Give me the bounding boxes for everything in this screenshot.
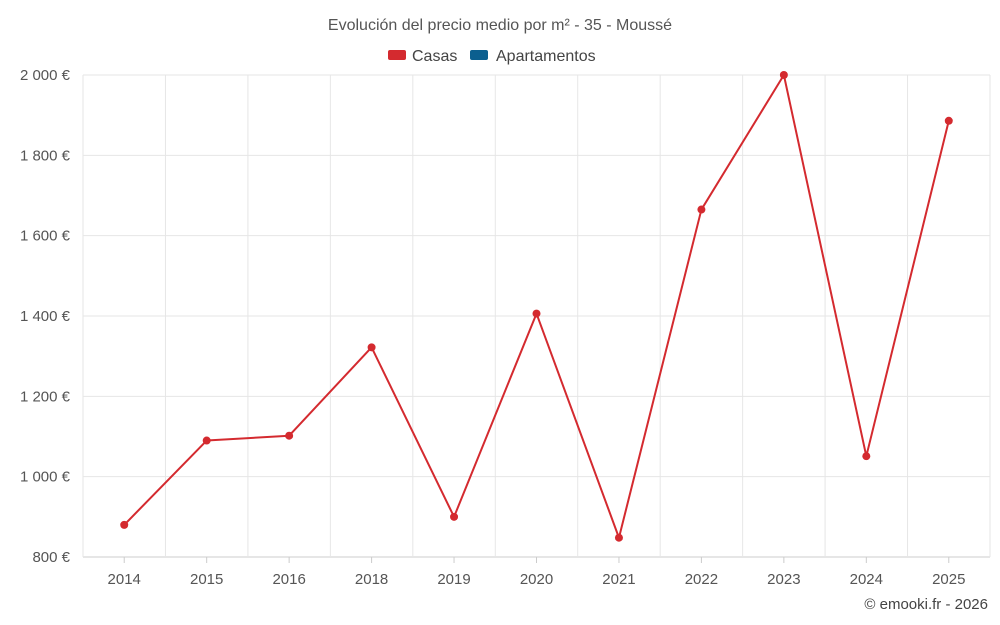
x-tick-label: 2020 — [520, 571, 553, 588]
y-tick-label: 1 600 € — [20, 228, 71, 245]
legend: Casas Apartamentos — [388, 48, 596, 65]
x-tick-label: 2016 — [272, 571, 305, 588]
data-point[interactable] — [367, 343, 376, 352]
data-point[interactable] — [614, 533, 623, 542]
credit-text: © emooki.fr - 2026 — [864, 596, 988, 613]
x-tick-label: 2025 — [932, 571, 965, 588]
data-point[interactable] — [202, 436, 211, 445]
data-point[interactable] — [532, 309, 541, 318]
data-point[interactable] — [697, 205, 706, 214]
legend-label-apartamentos[interactable]: Apartamentos — [496, 48, 596, 65]
y-tick-label: 2 000 € — [20, 67, 71, 84]
x-tick-label: 2022 — [685, 571, 718, 588]
x-tick-label: 2019 — [437, 571, 470, 588]
legend-swatch-apartamentos[interactable] — [470, 50, 488, 60]
x-tick-label: 2023 — [767, 571, 800, 588]
data-point[interactable] — [285, 431, 294, 440]
y-tick-label: 1 800 € — [20, 147, 71, 164]
y-axis-ticks: 800 € 1 000 € 1 200 € 1 400 € 1 600 € 1 800 €… — [20, 67, 71, 566]
data-point[interactable] — [120, 520, 129, 529]
x-tick-label: 2018 — [355, 571, 388, 588]
x-tick-label: 2024 — [850, 571, 883, 588]
x-tick-label: 2014 — [108, 571, 141, 588]
y-tick-label: 1 200 € — [20, 388, 71, 405]
legend-swatch-casas[interactable] — [388, 50, 406, 60]
x-tick-label: 2021 — [602, 571, 635, 588]
x-axis-ticks: 2014 2015 2016 2018 2019 2020 2021 2022 2023 2024… — [108, 557, 965, 588]
data-point[interactable] — [862, 452, 871, 461]
x-gridlines — [82, 75, 991, 557]
data-point[interactable] — [944, 116, 953, 125]
y-tick-label: 800 € — [32, 549, 70, 566]
data-point[interactable] — [450, 512, 459, 521]
x-tick-label: 2015 — [190, 571, 223, 588]
y-tick-label: 1 400 € — [20, 308, 71, 325]
chart-title: Evolución del precio medio por m² - 35 -… — [328, 17, 672, 34]
legend-label-casas[interactable]: Casas — [412, 48, 457, 65]
series-casas — [120, 71, 953, 542]
data-point[interactable] — [779, 71, 788, 79]
y-tick-label: 1 000 € — [20, 469, 71, 486]
y-gridlines — [83, 74, 990, 558]
